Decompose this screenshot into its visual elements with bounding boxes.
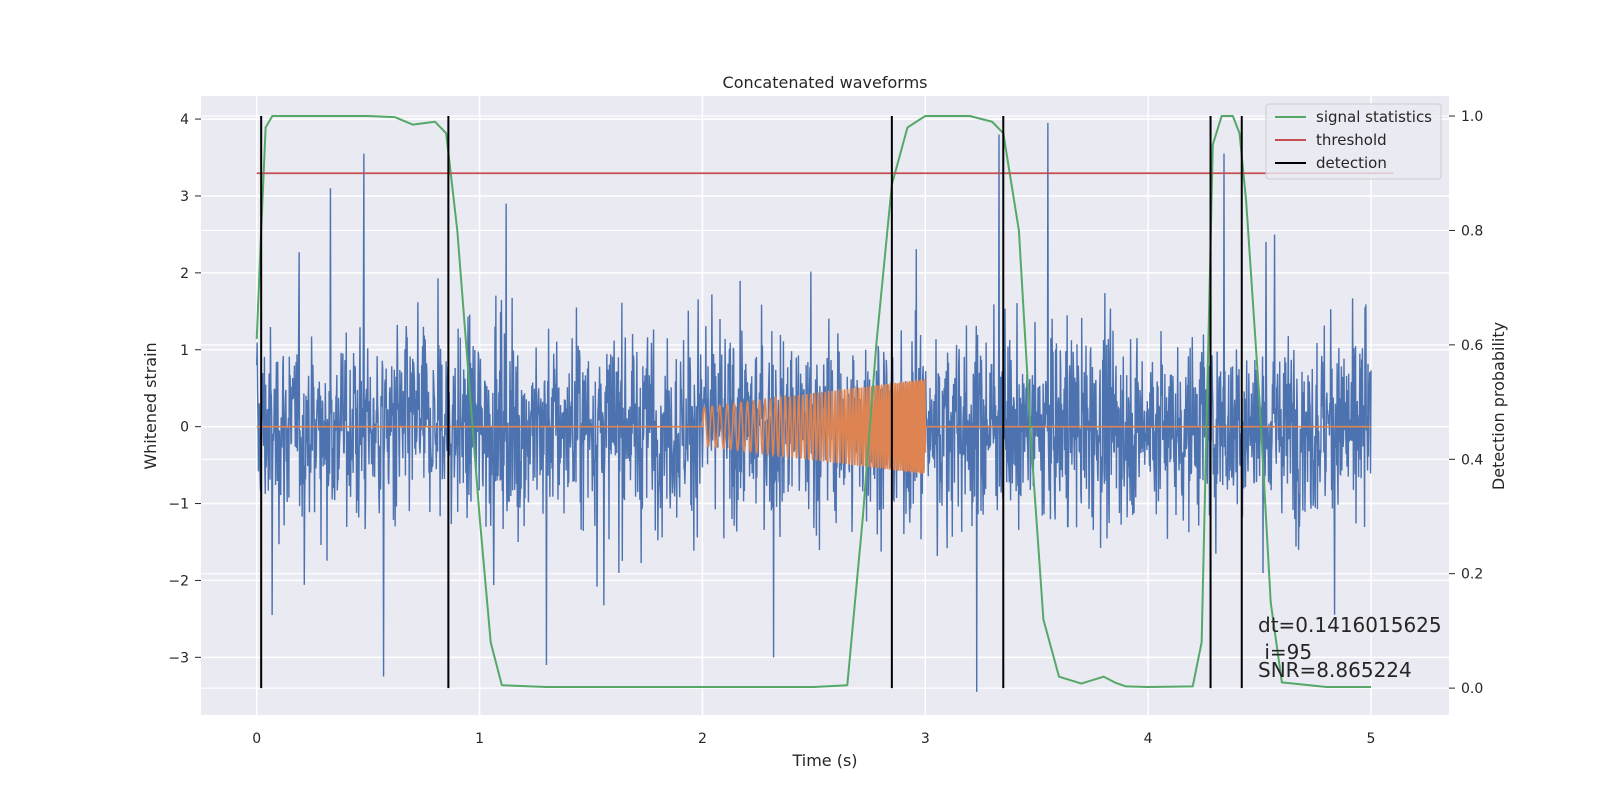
y-right-tick-label: 0.0	[1461, 681, 1483, 697]
legend-label-detection: detection	[1316, 154, 1387, 172]
annotation-dt: dt=0.1416015625	[1258, 613, 1442, 637]
noise-line	[256, 122, 1372, 692]
y-right-tick-label: 0.6	[1461, 338, 1483, 354]
annotation-snr: SNR=8.865224	[1258, 658, 1412, 682]
legend-box	[1265, 103, 1442, 180]
x-tick-label: 4	[1144, 731, 1153, 747]
legend-label-signal-statistics: signal statistics	[1316, 108, 1432, 126]
y-tick-label: −1	[168, 497, 189, 513]
x-tick-label: 2	[698, 731, 707, 747]
noise-series	[256, 122, 1372, 692]
axes: 0 1 2 3 4 5 −3 −2 −1 0 1 2 3 4 0.0 0.2 0.4 0.6 0.8 1.0	[168, 109, 1483, 747]
chart-title: Concatenated waveforms	[723, 73, 928, 92]
y-tick-label: 0	[180, 420, 189, 436]
signal-statistics-series	[255, 115, 1371, 688]
chirp-series	[256, 378, 1371, 475]
y-tick-label: 2	[180, 266, 189, 282]
y-axis-right-label: Detection probability	[1489, 322, 1508, 490]
y-tick-label: 1	[180, 343, 189, 359]
y-tick-label: −3	[168, 650, 189, 666]
legend-label-threshold: threshold	[1316, 131, 1387, 149]
chirp-line	[256, 378, 1371, 475]
annotation-i: i=95	[1258, 640, 1312, 664]
annotation: dt=0.1416015625 i=95 SNR=8.865224	[1258, 613, 1442, 682]
y-right-tick-label: 1.0	[1461, 109, 1483, 125]
x-tick-label: 3	[921, 731, 930, 747]
legend: signal statistics threshold detection	[1265, 103, 1442, 180]
y-right-tick-label: 0.8	[1461, 223, 1483, 239]
y-tick-label: 3	[180, 189, 189, 205]
detection-lines	[260, 116, 1243, 689]
y-tick-label: −2	[168, 573, 189, 589]
x-tick-label: 0	[252, 731, 261, 747]
signal-statistics-line	[255, 115, 1371, 688]
y-right-tick-label: 0.4	[1461, 452, 1483, 468]
y-axis-label: Whitened strain	[141, 342, 160, 469]
y-right-tick-label: 0.2	[1461, 567, 1483, 583]
x-tick-label: 5	[1367, 731, 1376, 747]
x-tick-label: 1	[475, 731, 484, 747]
y-tick-label: 4	[180, 112, 189, 128]
x-axis-label: Time (s)	[791, 751, 857, 770]
